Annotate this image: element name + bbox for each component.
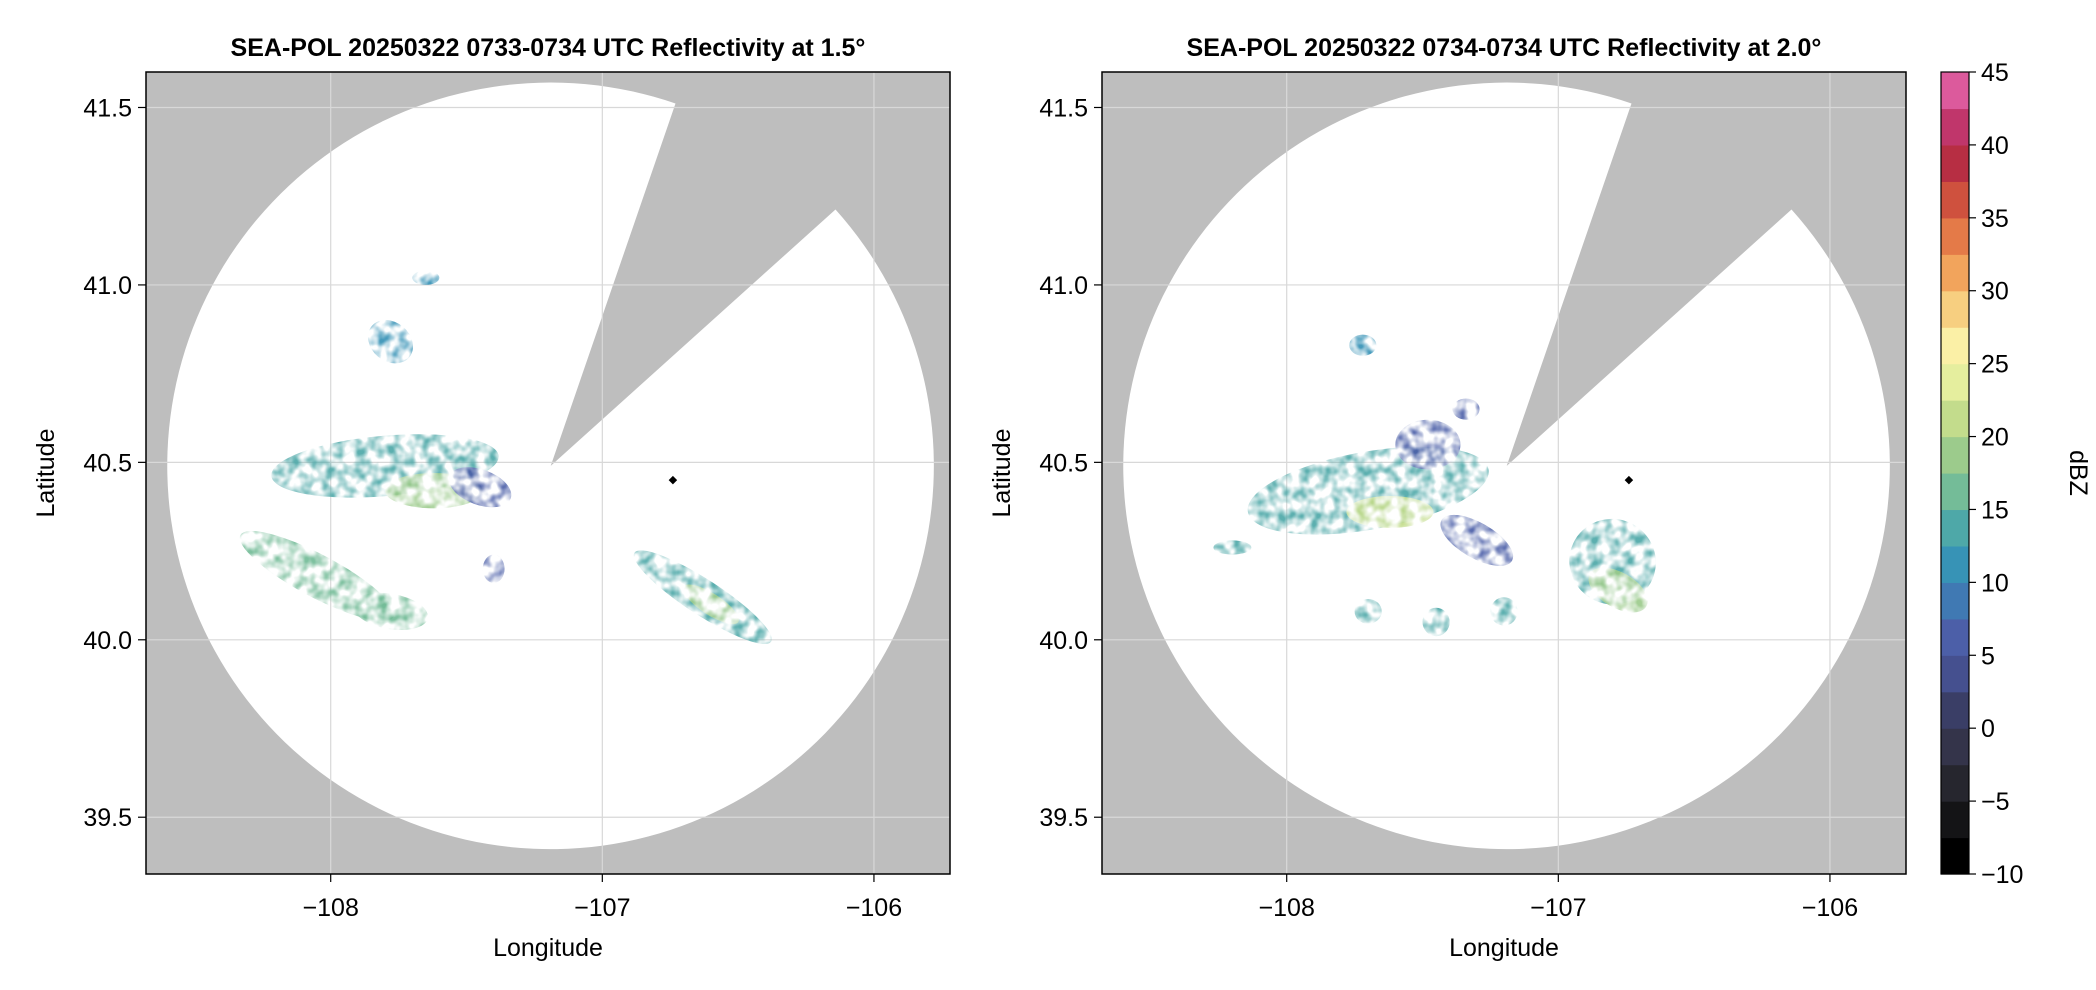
echo-region — [1452, 398, 1480, 420]
colorbar-swatch — [1941, 801, 1969, 839]
panel-2-radar-coverage — [1123, 82, 1890, 850]
colorbar-swatch — [1941, 582, 1969, 620]
panel-2-x-ticks: −108 −107 −106 — [1259, 874, 1858, 922]
echo-region — [367, 320, 414, 364]
echo-region — [683, 584, 739, 625]
panel-1-title: SEA-POL 20250322 0733-0734 UTC Reflectiv… — [231, 34, 866, 62]
x-tick-label: −107 — [1530, 894, 1586, 922]
panel-1-y-axis-label: Latitude — [32, 429, 60, 518]
echo-region — [1440, 514, 1514, 566]
colorbar-tick-label: 40 — [1981, 132, 2009, 160]
y-tick-label: 39.5 — [83, 804, 132, 832]
colorbar-swatch — [1941, 618, 1969, 656]
colorbar-tick-label: 20 — [1981, 424, 2009, 452]
y-tick-label: 41.0 — [1039, 272, 1088, 300]
colorbar-swatch — [1941, 144, 1969, 182]
echo-region — [1588, 567, 1648, 613]
panel-1-x-axis-label: Longitude — [493, 934, 603, 962]
panel-2-grid — [1102, 72, 1906, 874]
echo-region — [1213, 540, 1252, 555]
colorbar-ticks: −10 −5 0 5 10 15 20 25 30 35 40 45 — [1969, 59, 2023, 889]
panel-1-radar-coverage — [167, 82, 934, 850]
echo-region — [412, 270, 440, 285]
x-tick-label: −108 — [1259, 894, 1315, 922]
panel-2-site-marker — [1624, 475, 1634, 485]
colorbar-swatch — [1941, 290, 1969, 328]
colorbar-swatch — [1941, 545, 1969, 583]
colorbar-tick-label: 10 — [1981, 569, 2009, 597]
colorbar-swatch — [1941, 400, 1969, 438]
colorbar-swatch — [1941, 108, 1969, 146]
colorbar-frame — [1940, 71, 1970, 875]
colorbar-swatch — [1941, 217, 1969, 255]
y-tick-label: 41.5 — [1039, 94, 1088, 122]
colorbar-swatch — [1941, 363, 1969, 401]
colorbar-tick-label: 0 — [1981, 715, 1995, 743]
panel-1-grid — [146, 72, 950, 874]
colorbar-swatch — [1941, 509, 1969, 547]
colorbar-swatch — [1941, 327, 1969, 365]
x-tick-label: −107 — [574, 894, 630, 922]
echo-region — [1354, 599, 1382, 624]
colorbar-swatch — [1941, 72, 1969, 110]
colorbar-swatch — [1941, 728, 1969, 766]
y-tick-label: 40.0 — [83, 627, 132, 655]
panel-1: SEA-POL 20250322 0733-0734 UTC Reflectiv… — [32, 34, 951, 962]
colorbar-tick-label: 30 — [1981, 278, 2009, 306]
echo-region — [482, 554, 505, 583]
echo-region — [448, 467, 512, 508]
colorbar-swatch — [1941, 473, 1969, 511]
colorbar-tick-label: 45 — [1981, 59, 2009, 87]
panel-2-y-axis-label: Latitude — [988, 429, 1016, 518]
y-tick-label: 39.5 — [1039, 804, 1088, 832]
x-tick-label: −106 — [1802, 894, 1858, 922]
colorbar-swatch — [1941, 181, 1969, 219]
colorbar-label: dBZ — [2064, 450, 2092, 496]
x-tick-label: −106 — [846, 894, 902, 922]
panel-1-reflectivity-echoes — [239, 270, 772, 645]
colorbar-swatches — [1941, 72, 1969, 875]
colorbar-swatch — [1941, 764, 1969, 802]
echo-region — [1346, 496, 1434, 528]
colorbar-swatch — [1941, 691, 1969, 729]
colorbar-swatch — [1941, 436, 1969, 474]
panel-1-y-ticks: 39.5 40.0 40.5 41.0 41.5 — [83, 94, 146, 832]
echo-region — [1490, 597, 1518, 626]
y-tick-label: 41.5 — [83, 94, 132, 122]
colorbar-tick-label: −5 — [1981, 788, 2010, 816]
echo-region — [1349, 334, 1377, 356]
echo-region — [1422, 607, 1450, 637]
panel-2-title: SEA-POL 20250322 0734-0734 UTC Reflectiv… — [1187, 34, 1822, 62]
panel-1-axes-frame — [145, 71, 951, 875]
colorbar-swatch — [1941, 655, 1969, 693]
colorbar-tick-label: 5 — [1981, 642, 1995, 670]
panel-2-reflectivity-echoes — [1213, 334, 1656, 637]
x-tick-label: −108 — [303, 894, 359, 922]
y-tick-label: 40.0 — [1039, 627, 1088, 655]
colorbar-tick-label: 25 — [1981, 351, 2009, 379]
echo-region — [352, 592, 429, 631]
panel-2-axes-frame — [1101, 71, 1907, 875]
colorbar-tick-label: 15 — [1981, 496, 2009, 524]
y-tick-label: 40.5 — [83, 449, 132, 477]
colorbar-swatch — [1941, 837, 1969, 875]
panel-1-site-marker — [668, 475, 678, 485]
colorbar: −10 −5 0 5 10 15 20 25 30 35 40 45 dBZ — [1940, 59, 2092, 889]
panel-2: SEA-POL 20250322 0734-0734 UTC Reflectiv… — [988, 34, 1907, 962]
panel-1-plot-area — [146, 72, 950, 874]
y-tick-label: 40.5 — [1039, 449, 1088, 477]
colorbar-tick-label: −10 — [1981, 861, 2023, 889]
colorbar-tick-label: 35 — [1981, 205, 2009, 233]
panel-2-plot-area — [1102, 72, 1906, 874]
echo-region — [239, 530, 395, 621]
colorbar-swatch — [1941, 254, 1969, 292]
echo-region — [1395, 419, 1461, 470]
panel-2-x-axis-label: Longitude — [1449, 934, 1559, 962]
panel-1-x-ticks: −108 −107 −106 — [303, 874, 902, 922]
panel-2-y-ticks: 39.5 40.0 40.5 41.0 41.5 — [1039, 94, 1102, 832]
y-tick-label: 41.0 — [83, 272, 132, 300]
